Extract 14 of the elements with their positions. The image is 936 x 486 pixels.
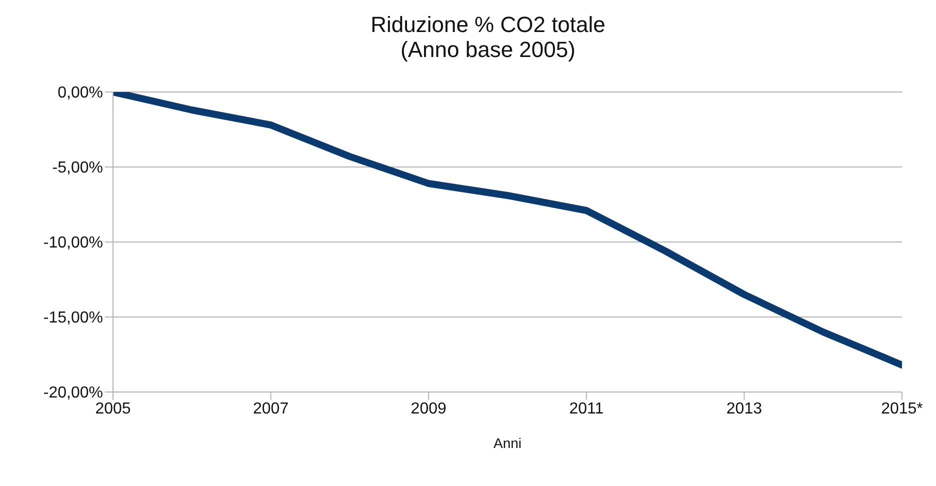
y-tick-label: -10,00% <box>43 234 103 252</box>
y-tick-label: -5,00% <box>52 160 103 177</box>
y-tick-label: -20,00% <box>43 384 103 402</box>
y-tick-label: 0,00% <box>58 84 103 102</box>
y-tick-label: -15,00% <box>43 310 103 327</box>
x-tick-label: 2007 <box>253 400 289 418</box>
x-tick-label: 2013 <box>726 400 762 418</box>
x-tick-label: 2005 <box>95 400 131 418</box>
x-tick-label: 2009 <box>410 400 446 418</box>
x-tick-label: 2015* <box>881 400 923 418</box>
x-tick-label: 2011 <box>569 400 604 418</box>
chart-subtitle: (Anno base 2005) <box>400 37 576 62</box>
chart-title: Riduzione % CO2 totale <box>370 12 606 37</box>
x-axis-title: Anni <box>493 435 522 451</box>
